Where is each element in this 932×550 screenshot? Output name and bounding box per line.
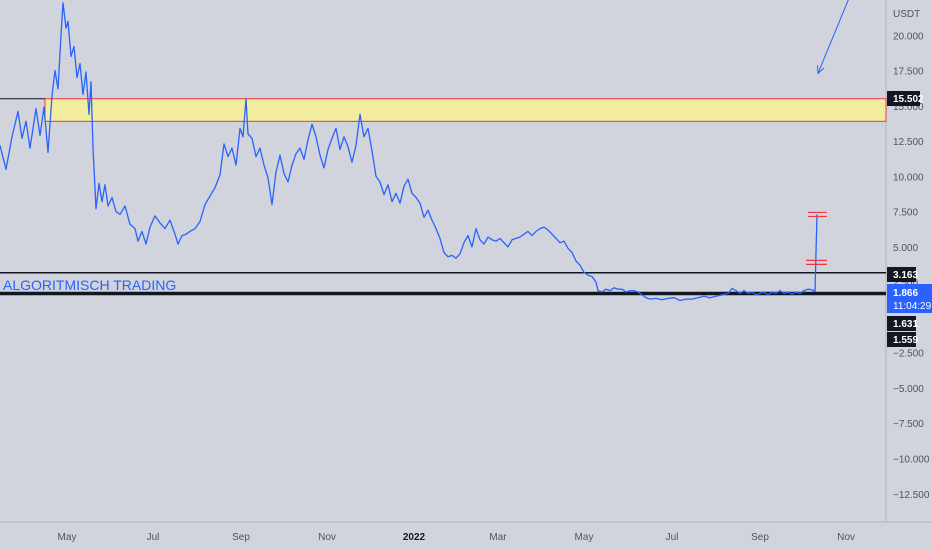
x-tick-label: Sep xyxy=(751,532,769,543)
y-tick-label: −12.500 xyxy=(893,490,930,501)
price-tag-resistance: 15.502 xyxy=(887,91,924,106)
price-tag-last: 1.866 11:04:29 xyxy=(887,284,932,313)
x-tick-label: Jul xyxy=(147,532,160,543)
x-tick-label: 2022 xyxy=(403,532,426,543)
x-tick-label: Mar xyxy=(489,532,507,543)
price-tag-low-1: 1.631 xyxy=(887,316,918,331)
price-tag-low-2: 1.559 xyxy=(887,332,918,347)
y-tick-label: 20.000 xyxy=(893,31,924,42)
price-series-line xyxy=(0,2,818,302)
target-marker-high[interactable] xyxy=(808,211,827,218)
watermark-label: ALGORITMISCH TRADING xyxy=(3,277,176,293)
y-tick-label: 5.000 xyxy=(893,243,918,254)
y-tick-label: 17.500 xyxy=(893,67,924,78)
svg-text:1.631: 1.631 xyxy=(893,319,918,330)
y-tick-label: −2.500 xyxy=(893,349,924,360)
arrow-head-icon xyxy=(817,65,825,75)
x-tick-label: May xyxy=(58,532,77,543)
y-tick-label: 10.000 xyxy=(893,172,924,183)
y-tick-label: 15.000 xyxy=(893,102,924,113)
y-tick-label: 7.500 xyxy=(893,208,918,219)
y-axis-ticks[interactable]: 20.000 17.500 15.000 12.500 10.000 7.500 5.000… xyxy=(893,31,930,501)
x-tick-label: Sep xyxy=(232,532,250,543)
currency-label: USDT xyxy=(893,9,920,20)
x-tick-label: Nov xyxy=(837,532,855,543)
y-tick-label: 2.500 xyxy=(893,278,918,289)
resistance-zone[interactable] xyxy=(44,98,887,122)
y-tick-label: 12.500 xyxy=(893,137,924,148)
target-marker-low[interactable] xyxy=(806,259,827,266)
x-axis-ticks[interactable]: May Jul Sep Nov 2022 Mar May Jul Sep Nov xyxy=(58,532,855,543)
svg-text:15.502: 15.502 xyxy=(893,94,924,105)
y-tick-label: −10.000 xyxy=(893,455,930,466)
x-tick-label: Nov xyxy=(318,532,336,543)
y-tick-label: −7.500 xyxy=(893,419,924,430)
svg-text:11:04:29: 11:04:29 xyxy=(893,301,932,312)
trend-arrow-icon[interactable] xyxy=(817,0,857,74)
svg-text:1.866: 1.866 xyxy=(893,288,918,299)
price-tag-support: 3.163 xyxy=(887,267,918,282)
svg-text:3.163: 3.163 xyxy=(893,270,918,281)
y-tick-label: −5.000 xyxy=(893,384,924,395)
x-tick-label: May xyxy=(575,532,594,543)
svg-text:1.559: 1.559 xyxy=(893,335,918,346)
x-tick-label: Jul xyxy=(666,532,679,543)
